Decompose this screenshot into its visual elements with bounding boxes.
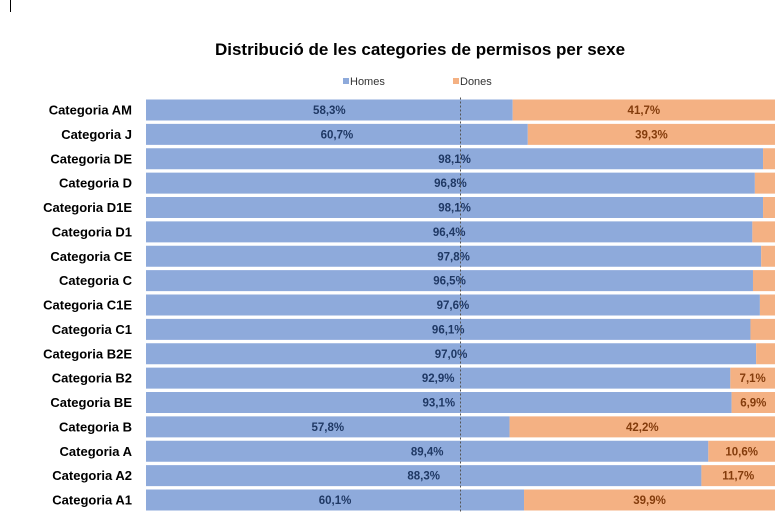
bar-dones	[708, 440, 775, 462]
bar-homes	[146, 392, 732, 413]
category-label: Categoria J	[61, 127, 132, 142]
bar-homes	[146, 221, 753, 243]
bar-homes	[146, 245, 762, 267]
bar-homes	[146, 99, 513, 121]
data-label-dones: 7,1%	[740, 373, 766, 385]
bar-homes	[146, 270, 753, 292]
data-label-dones: 39,3%	[635, 129, 668, 141]
legend-label-homes: Homes	[350, 76, 385, 88]
data-label-dones: 41,7%	[628, 105, 661, 117]
data-label-homes: 57,8%	[311, 422, 344, 434]
bar-dones	[731, 392, 775, 413]
legend-label-dones: Dones	[460, 76, 492, 88]
data-label-homes: 96,4%	[433, 227, 466, 239]
data-label-homes: 97,6%	[437, 300, 470, 312]
data-label-homes: 96,1%	[432, 324, 465, 336]
legend-swatch-homes	[343, 78, 349, 84]
bar-homes	[146, 123, 528, 145]
data-label-homes: 97,8%	[437, 251, 470, 263]
category-label: Categoria B	[59, 419, 132, 434]
bar-homes	[146, 489, 525, 511]
data-label-homes: 58,3%	[313, 105, 346, 117]
bar-homes	[146, 172, 755, 194]
category-label: Categoria C1	[52, 322, 132, 337]
category-label: Categoria CE	[50, 249, 132, 264]
bar-homes	[146, 318, 751, 340]
bar-homes	[146, 440, 709, 462]
data-label-dones: 42,2%	[626, 422, 659, 434]
data-label-homes: 60,1%	[319, 495, 352, 507]
bar-dones	[752, 270, 775, 292]
bar-dones	[750, 318, 775, 340]
category-label: Categoria B2E	[43, 346, 132, 361]
category-label: Categoria D1	[52, 224, 132, 239]
bar-homes	[146, 465, 702, 487]
bar-dones	[512, 99, 775, 121]
data-label-homes: 88,3%	[407, 471, 440, 483]
data-label-homes: 92,9%	[422, 373, 455, 385]
data-label-homes: 98,1%	[438, 154, 471, 166]
bar-dones	[763, 197, 775, 218]
category-label: Categoria C1E	[43, 298, 132, 313]
category-label: Categoria AM	[49, 103, 132, 118]
category-label: Categoria DE	[50, 151, 132, 166]
category-label: Categoria B2	[52, 371, 132, 386]
data-label-homes: 96,5%	[433, 276, 466, 288]
bar-dones	[509, 416, 775, 438]
bar-dones	[752, 221, 775, 243]
bar-dones	[527, 123, 775, 145]
bar-homes	[146, 148, 764, 170]
data-label-homes: 97,0%	[435, 349, 468, 361]
bar-homes	[146, 367, 731, 389]
category-label: Categoria D1E	[43, 200, 132, 215]
data-label-homes: 60,7%	[321, 129, 354, 141]
bar-dones	[524, 489, 775, 511]
category-label: Categoria A2	[52, 468, 132, 483]
bar-homes	[146, 343, 757, 365]
category-label: Categoria A1	[52, 493, 132, 508]
data-label-dones: 11,7%	[722, 471, 754, 483]
bar-homes	[146, 416, 510, 438]
category-label: Categoria C	[59, 273, 133, 288]
bar-homes	[146, 294, 760, 316]
bar-dones	[756, 343, 775, 365]
bar-dones	[730, 367, 775, 389]
bar-dones	[761, 245, 775, 267]
text-cursor	[10, 0, 11, 12]
bar-dones	[754, 172, 775, 194]
chart-title: Distribució de les categories de permiso…	[214, 40, 626, 59]
data-label-homes: 96,8%	[434, 178, 467, 190]
data-label-dones: 39,9%	[633, 495, 666, 507]
bar-dones	[763, 148, 775, 170]
data-label-homes: 89,4%	[411, 446, 444, 458]
bar-dones	[701, 465, 775, 487]
data-label-homes: 98,1%	[438, 203, 471, 215]
data-label-dones: 10,6%	[725, 446, 758, 458]
bar-homes	[146, 197, 764, 218]
category-label: Categoria D	[59, 176, 132, 191]
data-label-homes: 93,1%	[422, 398, 455, 410]
bar-dones	[759, 294, 775, 316]
category-label: Categoria BE	[50, 395, 132, 410]
data-label-dones: 6,9%	[740, 398, 766, 410]
legend-swatch-dones	[453, 78, 459, 84]
category-label: Categoria A	[60, 444, 133, 459]
